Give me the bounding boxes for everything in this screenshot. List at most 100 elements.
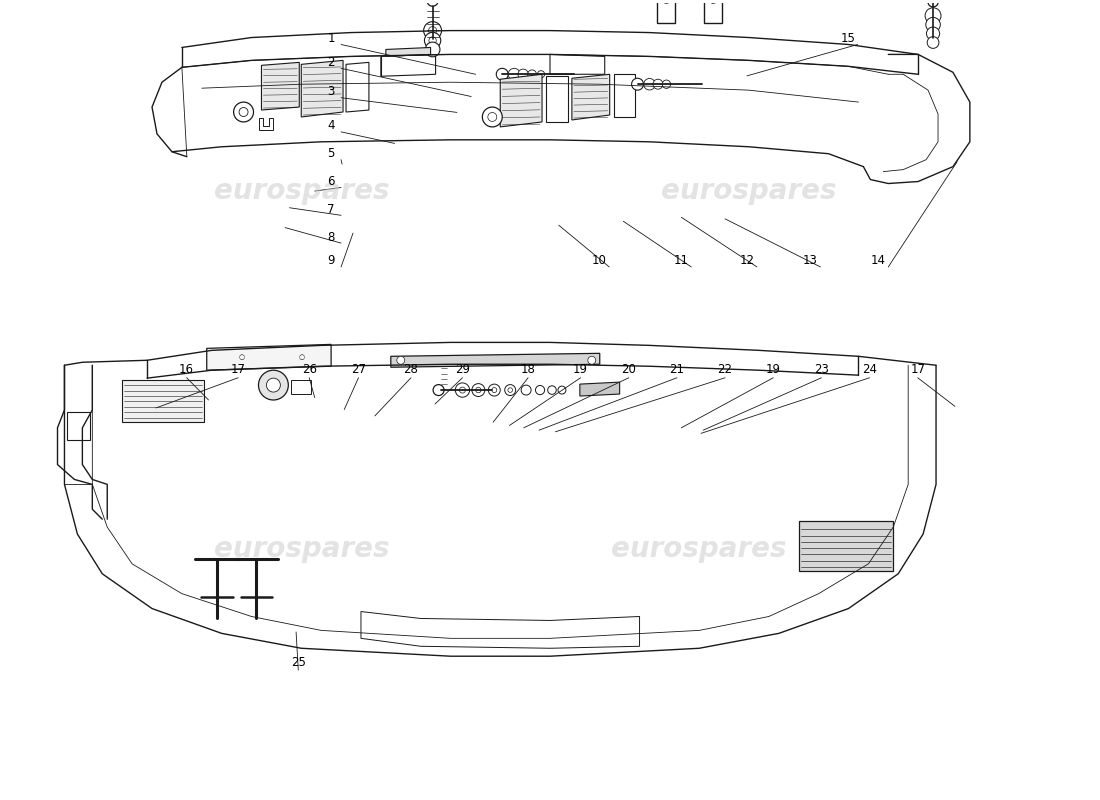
Polygon shape: [207, 344, 331, 370]
Circle shape: [508, 388, 513, 392]
Circle shape: [424, 22, 441, 39]
Polygon shape: [550, 54, 605, 74]
Circle shape: [472, 384, 485, 397]
Circle shape: [536, 386, 544, 394]
Polygon shape: [658, 0, 675, 22]
Polygon shape: [546, 76, 568, 122]
Circle shape: [521, 385, 531, 395]
Text: eurospares: eurospares: [213, 535, 389, 563]
Text: 3: 3: [328, 86, 334, 98]
Circle shape: [662, 0, 671, 3]
Circle shape: [487, 113, 497, 122]
Polygon shape: [67, 412, 90, 440]
Circle shape: [644, 78, 656, 90]
Circle shape: [653, 79, 663, 89]
Polygon shape: [580, 382, 619, 396]
Circle shape: [475, 387, 481, 393]
Circle shape: [482, 107, 503, 127]
Circle shape: [662, 80, 671, 88]
Polygon shape: [500, 74, 542, 127]
Circle shape: [427, 0, 438, 6]
Text: 25: 25: [290, 656, 306, 669]
Text: 20: 20: [621, 363, 636, 376]
Circle shape: [239, 107, 248, 117]
Text: ○: ○: [298, 354, 305, 360]
Text: 7: 7: [328, 203, 334, 216]
Text: 14: 14: [871, 254, 886, 267]
Circle shape: [429, 37, 437, 44]
Polygon shape: [386, 47, 430, 57]
Circle shape: [538, 70, 544, 78]
Circle shape: [433, 385, 444, 395]
Circle shape: [558, 386, 565, 394]
Polygon shape: [614, 74, 635, 117]
Text: 8: 8: [328, 230, 334, 244]
Text: 9: 9: [328, 254, 334, 267]
Polygon shape: [572, 74, 609, 120]
Text: 16: 16: [179, 363, 194, 376]
Text: 4: 4: [328, 119, 334, 133]
Polygon shape: [292, 380, 311, 394]
Text: eurospares: eurospares: [213, 178, 389, 206]
Polygon shape: [390, 354, 600, 367]
Text: 10: 10: [592, 254, 607, 267]
Circle shape: [488, 384, 501, 396]
Polygon shape: [346, 62, 368, 112]
Circle shape: [233, 102, 253, 122]
Text: 17: 17: [231, 363, 245, 376]
Text: 29: 29: [455, 363, 470, 376]
Circle shape: [496, 68, 508, 80]
Circle shape: [258, 370, 288, 400]
Polygon shape: [260, 118, 274, 130]
Circle shape: [425, 32, 441, 49]
Circle shape: [508, 68, 520, 80]
Polygon shape: [301, 60, 343, 117]
Circle shape: [505, 385, 516, 395]
Circle shape: [528, 70, 537, 78]
Circle shape: [927, 37, 939, 48]
Text: 19: 19: [766, 363, 781, 376]
Text: ○: ○: [239, 354, 244, 360]
Circle shape: [631, 78, 644, 90]
Text: 21: 21: [670, 363, 684, 376]
Circle shape: [455, 383, 470, 398]
Text: 5: 5: [328, 147, 334, 160]
Circle shape: [426, 42, 440, 57]
Polygon shape: [799, 521, 893, 571]
Circle shape: [587, 356, 596, 364]
Text: 28: 28: [404, 363, 418, 376]
Text: 26: 26: [301, 363, 317, 376]
Circle shape: [460, 387, 465, 393]
Circle shape: [926, 27, 939, 40]
Text: 17: 17: [910, 363, 925, 376]
Text: 18: 18: [520, 363, 536, 376]
Text: 2: 2: [328, 56, 334, 69]
Polygon shape: [361, 611, 639, 648]
Text: 12: 12: [739, 254, 755, 267]
Polygon shape: [704, 0, 722, 22]
Text: 24: 24: [862, 363, 877, 376]
Text: eurospares: eurospares: [661, 178, 837, 206]
Circle shape: [429, 26, 437, 34]
Circle shape: [492, 387, 497, 393]
Text: 13: 13: [803, 254, 818, 267]
Text: 6: 6: [328, 175, 334, 188]
Text: 23: 23: [814, 363, 829, 376]
Text: 27: 27: [351, 363, 366, 376]
Circle shape: [518, 69, 528, 79]
Circle shape: [925, 8, 940, 24]
Circle shape: [266, 378, 280, 392]
Circle shape: [548, 386, 557, 394]
Text: eurospares: eurospares: [612, 535, 786, 563]
Circle shape: [926, 18, 940, 32]
Circle shape: [708, 0, 717, 3]
Text: 11: 11: [674, 254, 689, 267]
Text: 22: 22: [717, 363, 733, 376]
Polygon shape: [381, 54, 436, 76]
Text: 15: 15: [840, 32, 855, 45]
Circle shape: [397, 356, 405, 364]
Polygon shape: [122, 380, 204, 422]
Circle shape: [928, 0, 938, 7]
Text: 19: 19: [573, 363, 588, 376]
Text: 1: 1: [328, 32, 334, 45]
